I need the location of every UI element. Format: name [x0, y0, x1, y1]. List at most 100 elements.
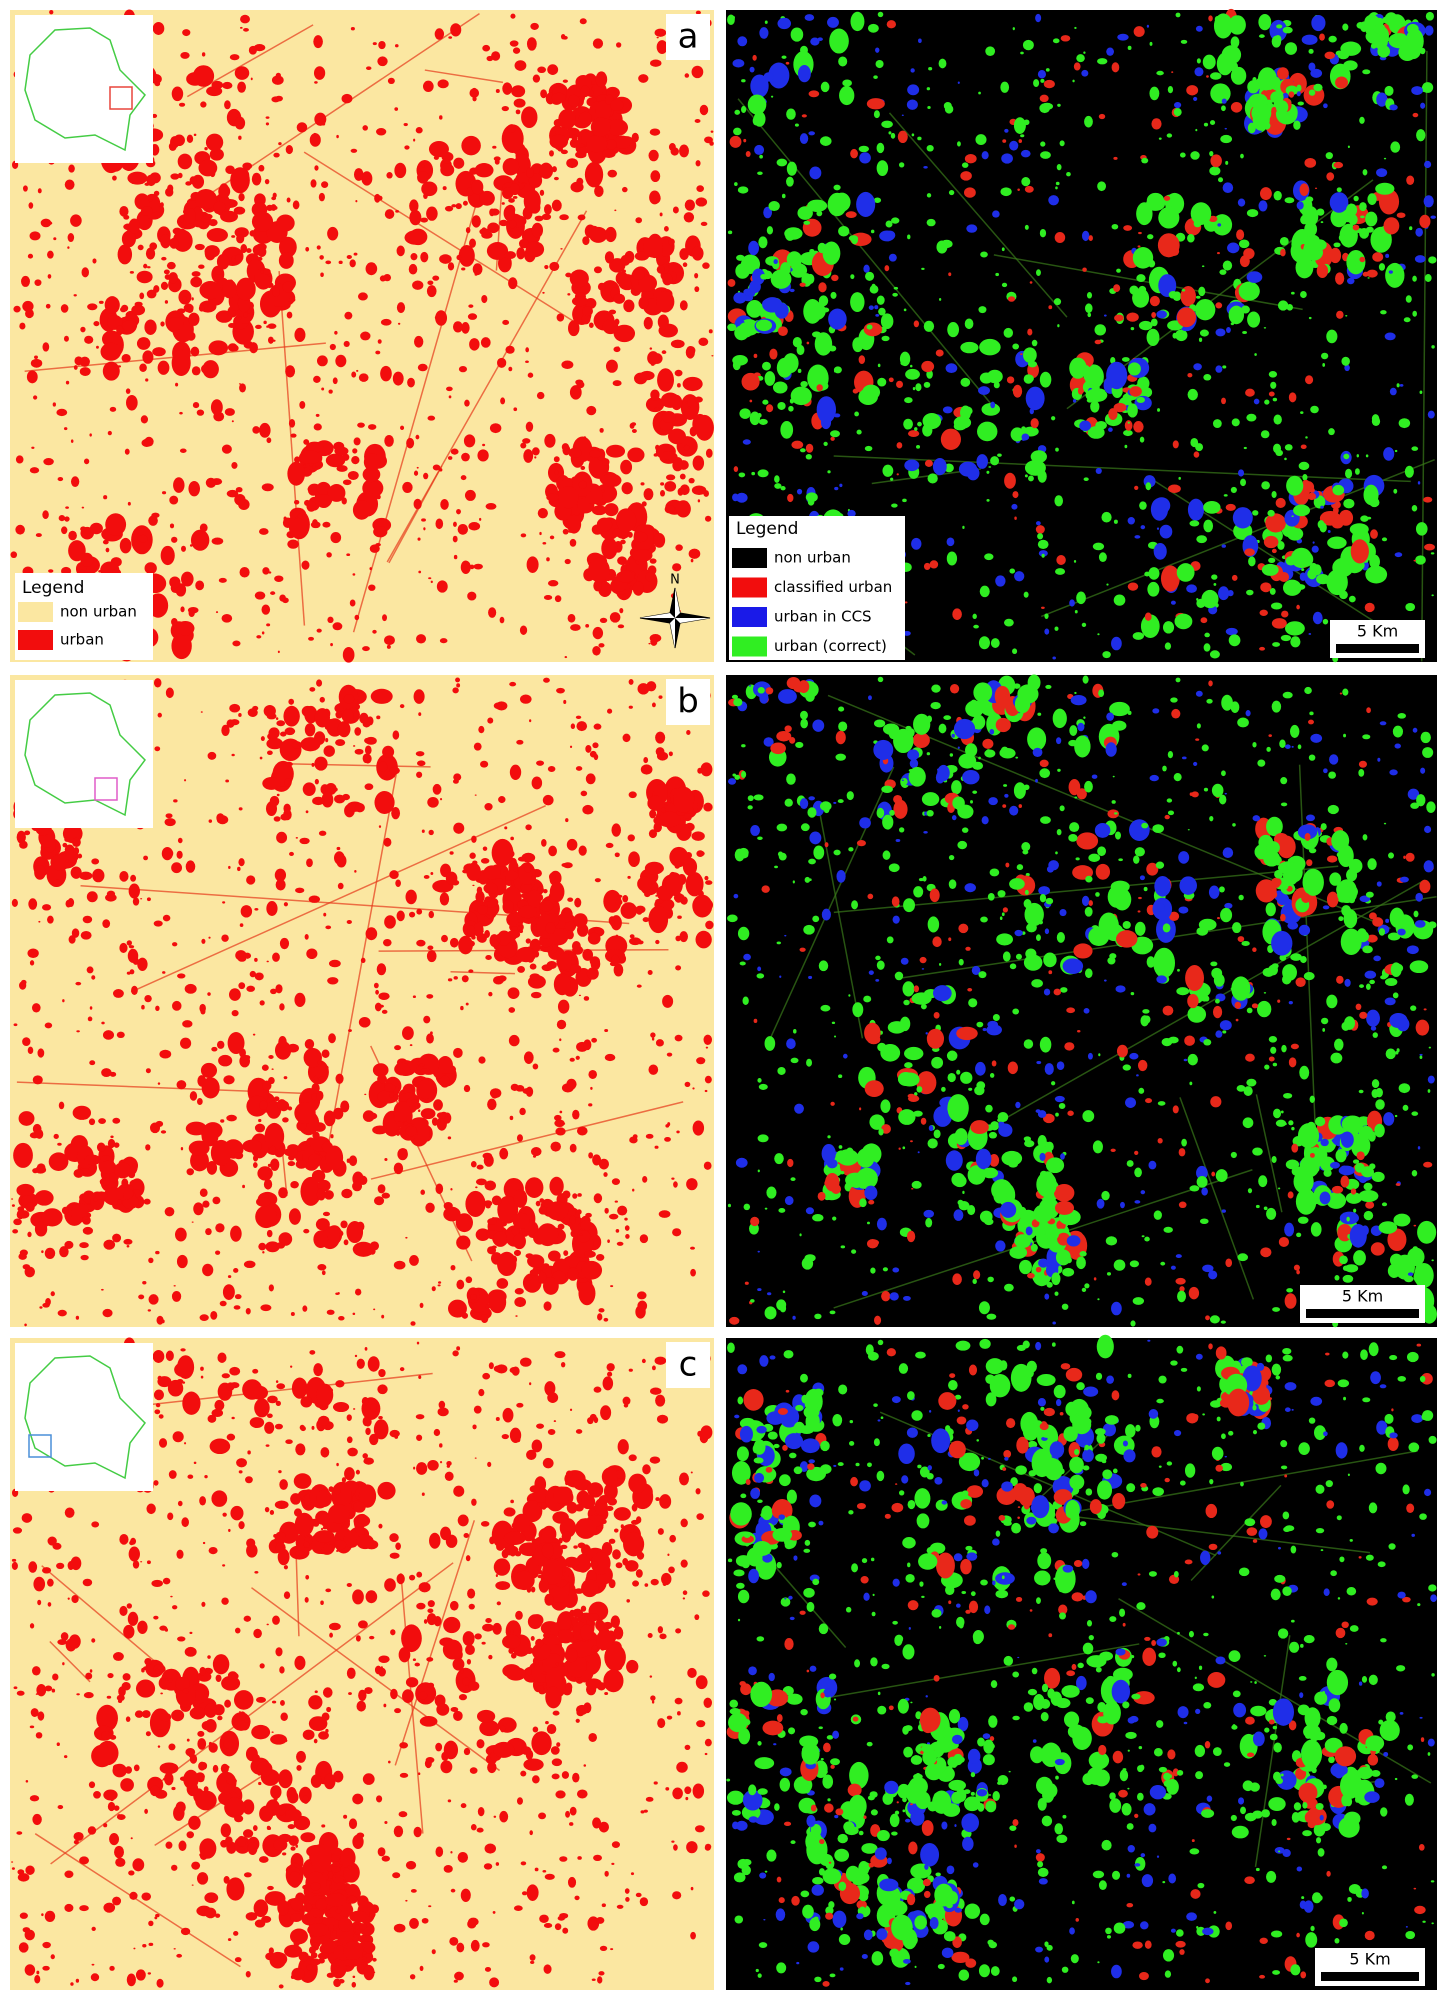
- urban-patch: [398, 166, 404, 170]
- urban-patch: [453, 521, 457, 527]
- urban-patch: [624, 1217, 628, 1221]
- urban-patch: [79, 356, 90, 367]
- urban-patch: [659, 811, 681, 828]
- urban-patch: [453, 822, 465, 834]
- urban-patch: [694, 396, 703, 403]
- urban-patch: [1372, 1032, 1378, 1038]
- urban-patch: [325, 738, 329, 743]
- urban-patch: [45, 1297, 51, 1306]
- urban-patch: [352, 500, 371, 520]
- urban-patch: [569, 1143, 577, 1153]
- urban-patch: [617, 1205, 628, 1216]
- urban-patch: [755, 319, 773, 332]
- urban-patch: [145, 1068, 151, 1074]
- urban-patch: [389, 1091, 394, 1098]
- urban-patch: [1297, 551, 1309, 559]
- urban-patch: [142, 350, 154, 364]
- urban-patch: [384, 434, 394, 447]
- urban-patch: [1157, 408, 1161, 412]
- urban-patch: [375, 350, 381, 355]
- urban-patch: [276, 884, 280, 889]
- urban-patch: [510, 942, 516, 946]
- urban-patch: [381, 1314, 385, 1319]
- urban-patch: [688, 548, 701, 559]
- urban-patch: [852, 388, 859, 394]
- urban-patch: [609, 612, 621, 623]
- urban-patch: [501, 124, 524, 153]
- urban-patch: [190, 276, 203, 288]
- urban-patch: [675, 965, 682, 971]
- urban-patch: [520, 882, 533, 893]
- urban-patch: [481, 294, 488, 304]
- urban-patch: [237, 866, 241, 872]
- urban-patch: [629, 934, 635, 939]
- urban-patch: [1088, 853, 1101, 862]
- urban-patch: [35, 1129, 44, 1139]
- urban-patch: [806, 341, 810, 345]
- urban-patch: [342, 647, 355, 663]
- urban-patch: [1055, 181, 1060, 186]
- road: [370, 1101, 684, 1180]
- urban-patch: [550, 1141, 561, 1152]
- urban-patch: [416, 939, 426, 947]
- urban-patch: [70, 866, 82, 879]
- urban-patch: [961, 162, 969, 168]
- urban-patch: [628, 851, 640, 868]
- urban-patch: [921, 792, 940, 807]
- urban-patch: [995, 575, 1006, 587]
- urban-patch: [747, 94, 767, 115]
- urban-patch: [475, 890, 485, 903]
- urban-patch: [239, 383, 246, 393]
- urban-patch: [675, 544, 683, 551]
- urban-patch: [1160, 1261, 1166, 1266]
- urban-patch: [435, 310, 448, 326]
- urban-patch: [1024, 902, 1044, 927]
- urban-patch: [1258, 14, 1272, 31]
- urban-patch: [556, 687, 565, 694]
- urban-patch: [978, 306, 987, 314]
- urban-patch: [1056, 1061, 1065, 1071]
- urban-patch: [743, 288, 751, 296]
- urban-patch: [1079, 1251, 1087, 1257]
- urban-patch: [475, 1228, 490, 1242]
- urban-patch: [783, 353, 799, 374]
- urban-patch: [833, 366, 842, 374]
- urban-patch: [645, 1133, 654, 1139]
- urban-patch: [800, 823, 810, 832]
- urban-patch: [1062, 1267, 1075, 1277]
- urban-patch: [200, 711, 203, 713]
- urban-patch: [804, 876, 811, 883]
- urban-patch: [233, 1305, 241, 1310]
- urban-patch: [309, 687, 316, 692]
- urban-patch: [1297, 744, 1302, 750]
- urban-patch: [827, 16, 839, 28]
- urban-patch: [1280, 248, 1286, 257]
- urban-patch: [352, 1241, 375, 1257]
- urban-patch: [211, 537, 224, 545]
- urban-patch: [588, 1069, 597, 1080]
- urban-patch: [487, 717, 494, 724]
- urban-patch: [1271, 618, 1287, 629]
- road: [1179, 1097, 1255, 1300]
- urban-patch: [1245, 388, 1255, 397]
- urban-patch: [915, 383, 922, 392]
- urban-patch: [781, 55, 787, 59]
- urban-patch: [358, 1016, 371, 1028]
- urban-patch: [228, 865, 231, 869]
- urban-patch: [579, 18, 587, 25]
- urban-patch: [1202, 54, 1216, 70]
- urban-patch: [171, 862, 183, 874]
- urban-patch: [148, 1294, 159, 1305]
- urban-patch: [499, 219, 509, 227]
- urban-patch: [437, 1056, 453, 1074]
- urban-patch: [790, 1177, 796, 1181]
- urban-patch: [770, 269, 792, 289]
- urban-patch: [1310, 405, 1319, 414]
- urban-patch: [553, 456, 560, 463]
- urban-patch: [12, 1229, 19, 1234]
- urban-patch: [101, 1068, 112, 1078]
- urban-patch: [615, 899, 623, 906]
- urban-patch: [89, 1060, 96, 1066]
- urban-patch: [106, 890, 116, 898]
- urban-patch: [739, 408, 751, 419]
